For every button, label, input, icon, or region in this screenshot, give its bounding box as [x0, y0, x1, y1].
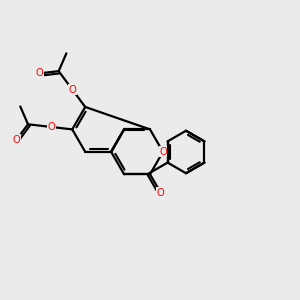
Text: O: O	[157, 188, 164, 198]
Text: O: O	[69, 85, 76, 95]
Text: O: O	[159, 147, 167, 157]
Text: O: O	[47, 122, 55, 132]
Text: O: O	[13, 135, 20, 145]
Text: O: O	[35, 68, 43, 78]
